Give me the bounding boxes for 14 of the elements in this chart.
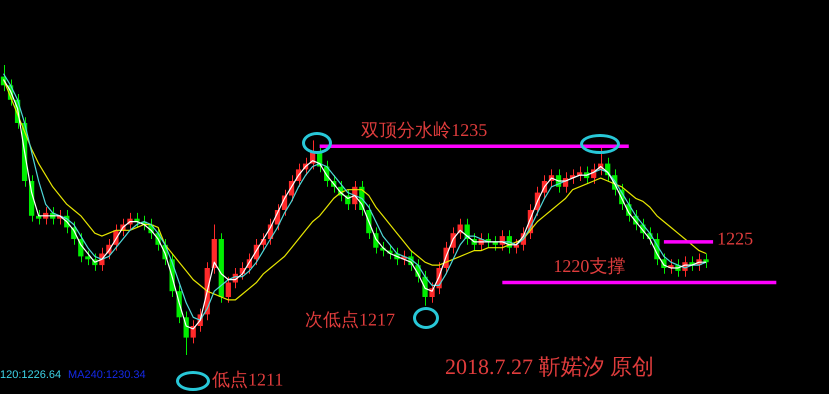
text: 120:1226.64: [0, 369, 62, 382]
annotation: 2018.7.27 靳婼汐 原创: [445, 354, 654, 379]
text: MA240:1230.34: [68, 369, 146, 382]
series-label: 1225: [717, 228, 754, 249]
text: 低点1211: [212, 370, 284, 390]
candlestick: [184, 311, 189, 356]
annotation: 次低点1217: [305, 310, 395, 330]
candlestick: [500, 230, 505, 252]
candlestick: [492, 236, 498, 252]
series-label: 1220支撑: [553, 256, 626, 276]
series-label: 双顶分水岭1235: [361, 120, 488, 140]
candlestick: [85, 250, 90, 266]
candlestick: [190, 320, 196, 344]
candlestick: [226, 276, 231, 304]
